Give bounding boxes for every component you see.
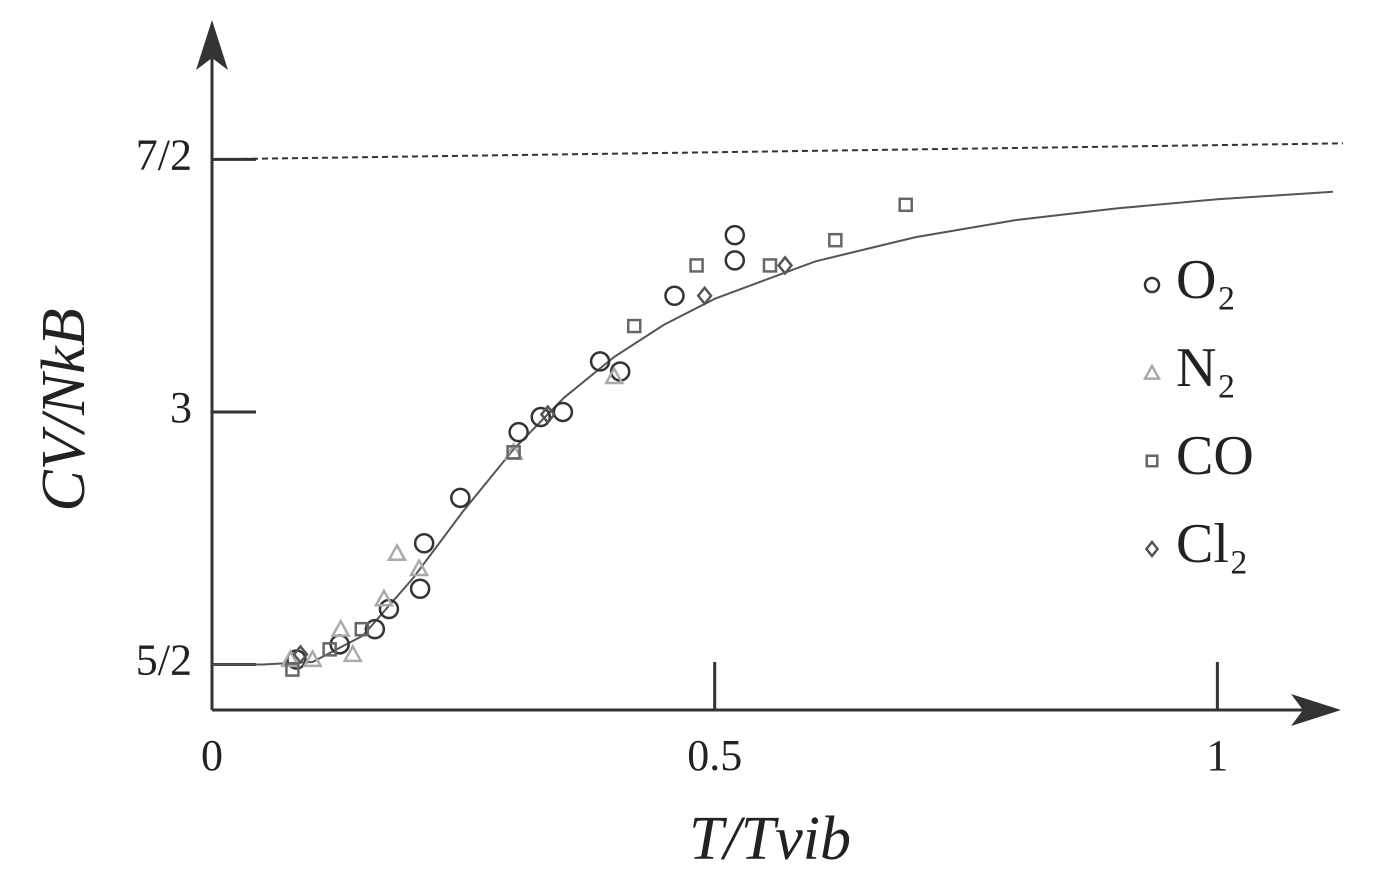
data-point xyxy=(378,598,400,620)
data-point xyxy=(664,285,685,306)
data-point xyxy=(280,648,301,668)
data-point xyxy=(627,318,642,334)
y-tick-label: 3 xyxy=(170,383,192,432)
data-point xyxy=(828,232,843,248)
data-point xyxy=(589,351,611,372)
data-point xyxy=(342,643,363,663)
data-point xyxy=(285,662,300,677)
data-point xyxy=(506,445,521,460)
data-point xyxy=(530,406,552,428)
data-point xyxy=(386,542,408,562)
data-point xyxy=(450,487,471,509)
legend-marker xyxy=(1144,539,1160,559)
legend-label: O₂ xyxy=(1176,249,1236,311)
data-point xyxy=(724,224,746,246)
x-axis-label: T/Tvib xyxy=(689,805,851,873)
data-point xyxy=(539,404,556,425)
data-point xyxy=(413,533,435,554)
legend-label: N₂ xyxy=(1176,337,1236,399)
data-point xyxy=(354,621,370,637)
data-point xyxy=(724,250,746,271)
x-tick-label: 0.5 xyxy=(687,731,742,780)
y-tick-label: 7/2 xyxy=(136,130,192,179)
data-point xyxy=(292,644,309,665)
x-axis-arrow xyxy=(1291,694,1341,726)
data-point xyxy=(364,618,386,640)
data-point xyxy=(408,557,430,577)
data-point xyxy=(302,648,323,668)
y-axis-label: CV/NkB xyxy=(30,308,98,511)
reference-line xyxy=(211,142,1344,161)
data-point xyxy=(604,366,625,385)
data-point xyxy=(508,421,529,443)
data-point xyxy=(322,642,337,657)
data-point xyxy=(762,258,778,273)
legend-marker xyxy=(1143,276,1161,294)
theory-curve xyxy=(212,190,1334,666)
data-point xyxy=(898,197,913,213)
legend-marker xyxy=(1142,363,1162,380)
legend-label: CO xyxy=(1176,425,1254,487)
data-point xyxy=(409,578,431,600)
y-tick-label: 5/2 xyxy=(136,636,192,685)
data-point xyxy=(552,401,574,423)
data-point xyxy=(696,285,713,306)
x-tick-label: 1 xyxy=(1206,731,1228,780)
data-point xyxy=(777,255,794,276)
data-point xyxy=(373,588,395,607)
legend-marker xyxy=(1145,454,1159,468)
legend-label: Cl₂ xyxy=(1176,513,1248,575)
y-axis-arrow xyxy=(196,20,228,70)
data-point xyxy=(689,258,704,273)
x-tick-label: 0 xyxy=(201,731,223,780)
data-point xyxy=(330,618,351,637)
